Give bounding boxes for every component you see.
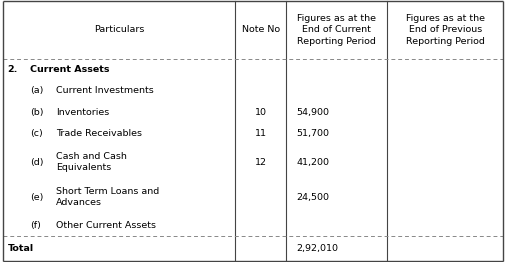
Text: Short Term Loans and
Advances: Short Term Loans and Advances — [56, 187, 159, 207]
Text: (e): (e) — [30, 193, 43, 201]
Text: Inventories: Inventories — [56, 108, 109, 117]
Text: Other Current Assets: Other Current Assets — [56, 221, 156, 230]
Text: 54,900: 54,900 — [295, 108, 328, 117]
Text: 10: 10 — [254, 108, 266, 117]
Text: Total: Total — [8, 244, 34, 253]
Text: (f): (f) — [30, 221, 41, 230]
Text: Trade Receivables: Trade Receivables — [56, 129, 141, 138]
Text: 2,92,010: 2,92,010 — [295, 244, 337, 253]
Text: 2.: 2. — [8, 65, 18, 74]
Text: 24,500: 24,500 — [295, 193, 328, 201]
Text: (a): (a) — [30, 86, 43, 95]
Text: Note No: Note No — [241, 25, 279, 35]
Text: Particulars: Particulars — [93, 25, 144, 35]
Text: 51,700: 51,700 — [295, 129, 328, 138]
Text: Current Assets: Current Assets — [30, 65, 110, 74]
Text: (d): (d) — [30, 158, 44, 167]
Text: 12: 12 — [254, 158, 266, 167]
Text: Figures as at the
End of Previous
Reporting Period: Figures as at the End of Previous Report… — [405, 14, 484, 46]
Text: Current Investments: Current Investments — [56, 86, 153, 95]
Text: 41,200: 41,200 — [295, 158, 328, 167]
Text: Cash and Cash
Equivalents: Cash and Cash Equivalents — [56, 152, 126, 172]
Text: (c): (c) — [30, 129, 43, 138]
Text: 11: 11 — [254, 129, 266, 138]
Text: (b): (b) — [30, 108, 44, 117]
Text: Figures as at the
End of Current
Reporting Period: Figures as at the End of Current Reporti… — [296, 14, 375, 46]
